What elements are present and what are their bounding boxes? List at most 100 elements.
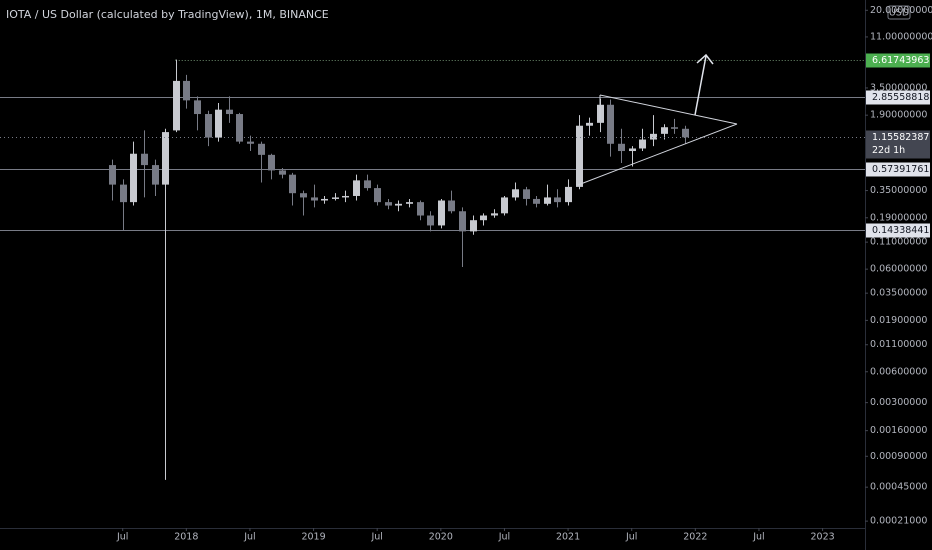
y-tick-label: 0.03500000 <box>870 288 927 299</box>
price-label-box <box>866 162 930 177</box>
candle-body <box>247 141 254 144</box>
x-tick-label: 2019 <box>301 532 325 543</box>
candle-body <box>459 211 466 232</box>
chart-title: IOTA / US Dollar (calculated by TradingV… <box>6 8 329 21</box>
triangle-upper <box>599 94 738 125</box>
x-tick-label: 2022 <box>683 532 707 543</box>
candle-body <box>162 132 169 185</box>
price-label: 0.14338441 <box>872 225 929 236</box>
y-tick-label: 0.00090000 <box>870 451 927 462</box>
candle-body <box>374 188 381 203</box>
candle-body <box>395 203 402 206</box>
triangle-lower <box>577 123 738 186</box>
x-tick-label: 2021 <box>556 532 580 543</box>
y-tick-label: 0.00045000 <box>870 482 927 493</box>
candle-body <box>671 127 678 129</box>
candle-body <box>491 213 498 216</box>
currency[interactable]: USD <box>889 8 909 19</box>
y-tick-label: 1.90000000 <box>870 110 927 121</box>
x-tick-label: 2020 <box>429 532 453 543</box>
candle-body <box>342 195 349 198</box>
x-tick-label: Jul <box>370 532 382 543</box>
plot <box>0 59 865 480</box>
candle-body <box>480 215 487 221</box>
currency-box[interactable] <box>887 5 911 20</box>
x-tick-label: Jul <box>625 532 637 543</box>
candle-body <box>364 180 371 189</box>
y-tick-label: 0.06000000 <box>870 264 927 275</box>
candle-body <box>258 143 265 155</box>
candle-body <box>533 198 540 204</box>
candle-body <box>226 109 233 115</box>
candle-body <box>183 80 190 101</box>
candle-body <box>650 133 657 140</box>
arrow <box>694 55 707 116</box>
price-label-box <box>866 53 930 68</box>
candle-body <box>152 165 159 185</box>
candle-body <box>586 122 593 126</box>
candle-body <box>427 215 434 226</box>
candle-body <box>130 153 137 203</box>
y-tick-label: 0.00021000 <box>870 516 927 527</box>
price-label: 6.61743963 <box>872 55 929 66</box>
candle-body <box>385 202 392 206</box>
candle-body <box>279 170 286 175</box>
candle-body <box>417 202 424 216</box>
candle-body <box>406 202 413 204</box>
candle-body <box>618 143 625 152</box>
y-tick-label: 0.00600000 <box>870 366 927 377</box>
price-label-box <box>866 130 930 159</box>
candle-body <box>470 220 477 232</box>
candle-body <box>236 114 243 142</box>
y-tick-label: 3.50000000 <box>870 82 927 93</box>
x-tick-label: Jul <box>498 532 510 543</box>
countdown: 22d 1h <box>872 145 905 156</box>
candle-body <box>215 109 222 138</box>
x-tick-label: Jul <box>243 532 255 543</box>
arrow-head <box>696 53 714 65</box>
y-tick-label: 0.19000000 <box>870 212 927 223</box>
candle-body <box>565 186 572 203</box>
candle-body <box>300 193 307 198</box>
candle-body <box>607 104 614 144</box>
candle-body <box>332 197 339 199</box>
x-tick-label: Jul <box>752 532 764 543</box>
candle-body <box>682 128 689 138</box>
price-label-box <box>866 223 930 238</box>
y-tick-label: 0.35000000 <box>870 185 927 196</box>
y-tick-label: 0.01900000 <box>870 315 927 326</box>
candle-body <box>120 184 127 203</box>
candle-body <box>311 197 318 201</box>
y-tick-label: 0.01100000 <box>870 339 927 350</box>
candle-body <box>629 148 636 152</box>
candle-body <box>512 189 519 198</box>
x-tick-label: 2023 <box>810 532 834 543</box>
price-label-box <box>866 90 930 105</box>
candle-body <box>501 197 508 214</box>
candle-body <box>268 154 275 171</box>
price-label: 0.57391761 <box>872 164 929 175</box>
y-tick-label: 11.00000000 <box>870 31 932 42</box>
candle-body <box>173 80 180 131</box>
candle-body <box>289 174 296 194</box>
candle-body <box>544 197 551 204</box>
candle-body <box>194 100 201 115</box>
y-tick-label: 0.00160000 <box>870 425 927 436</box>
candle-body <box>639 139 646 149</box>
candle-body <box>554 197 561 203</box>
x-tick-label: Jul <box>116 532 128 543</box>
candle-body <box>353 180 360 196</box>
candle-body <box>438 200 445 226</box>
y-tick-label: 20.00000000 <box>870 5 932 16</box>
candle-body <box>448 200 455 212</box>
candle-body <box>523 189 530 199</box>
price-label: 1.15582387 <box>872 132 929 143</box>
candle-body <box>576 125 583 187</box>
candle-body <box>141 153 148 166</box>
candle-body <box>321 198 328 201</box>
candle-body <box>661 127 668 134</box>
y-tick-label: 0.00300000 <box>870 397 927 408</box>
price-label: 2.85558818 <box>872 92 929 103</box>
